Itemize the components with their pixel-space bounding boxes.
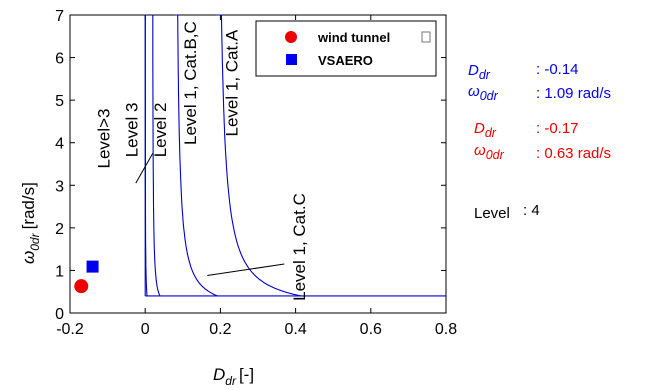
wind-damping-symbol: D bbox=[474, 120, 485, 137]
y-tick-label: 2 bbox=[55, 221, 64, 238]
x-axis-label-sub: dr bbox=[225, 374, 237, 388]
data-point-vsaero bbox=[86, 260, 99, 273]
vsaero-frequency: ω0dr bbox=[468, 83, 498, 103]
x-tick-label: 0.2 bbox=[209, 321, 231, 338]
level-label: Level 1, Cat.A bbox=[222, 29, 241, 136]
y-tick-label: 5 bbox=[55, 93, 64, 110]
level-label: Level>3 bbox=[95, 108, 114, 168]
level-label: Level 1, Cat.B,C bbox=[181, 21, 200, 145]
y-tick-label: 6 bbox=[55, 51, 64, 68]
wind-frequency-sub: 0dr bbox=[485, 148, 504, 162]
vsaero-damping: Ddr bbox=[468, 62, 490, 82]
y-axis-label-sub: 0dr bbox=[28, 232, 42, 250]
wind-frequency-symbol: ω bbox=[474, 142, 486, 159]
y-tick-label: 1 bbox=[55, 263, 64, 280]
y-tick-label: 0 bbox=[55, 306, 64, 323]
y-tick-label: 7 bbox=[55, 8, 64, 25]
level-boundaries bbox=[144, 14, 446, 297]
leader-line bbox=[207, 263, 285, 277]
vsaero-damping-sub: dr bbox=[478, 68, 490, 82]
level-label: Level 2 bbox=[151, 102, 170, 157]
vsaero-frequency-value: : 1.09 rad/s bbox=[536, 85, 612, 102]
y-axis-label-main: ω bbox=[19, 251, 38, 264]
legend-box bbox=[255, 20, 437, 77]
vsaero-damping-symbol: D bbox=[468, 62, 479, 79]
legend-label-vsaero: VSAERO bbox=[318, 53, 373, 68]
y-axis-label-unit: [rad/s] bbox=[19, 182, 38, 229]
vsaero-frequency-symbol: ω bbox=[468, 83, 480, 100]
y-axis-label: ω0dr [rad/s] bbox=[19, 182, 42, 264]
wind-frequency: ω0dr bbox=[474, 142, 504, 162]
level-label: Level 1, Cat.C bbox=[290, 193, 309, 301]
wind-damping-sub: dr bbox=[484, 126, 496, 140]
legend-marker-vsaero bbox=[286, 54, 297, 65]
legend-label-wind-tunnel: wind tunnel bbox=[317, 30, 390, 45]
data-points bbox=[74, 260, 99, 294]
level-label: Level 3 bbox=[123, 102, 142, 157]
wind-frequency-value: : 0.63 rad/s bbox=[536, 145, 612, 162]
x-tick-label: 0 bbox=[141, 321, 150, 338]
level-result-label: Level bbox=[474, 205, 510, 222]
x-axis-label: Ddr [-] bbox=[213, 365, 254, 388]
vsaero-frequency-sub: 0dr bbox=[479, 89, 498, 103]
level-result-value: : 4 bbox=[523, 202, 540, 219]
wind-damping: Ddr bbox=[474, 120, 496, 140]
x-axis-label-unit: [-] bbox=[239, 365, 254, 384]
leader-lines bbox=[135, 153, 285, 277]
x-tick-label: -0.2 bbox=[56, 321, 84, 338]
x-axis-label-main: D bbox=[213, 365, 225, 384]
legend-box-glyph bbox=[421, 31, 431, 43]
legend-marker-wind-tunnel bbox=[285, 31, 297, 43]
wind-damping-value: : -0.17 bbox=[536, 120, 579, 137]
legend: wind tunnel VSAERO bbox=[255, 20, 437, 77]
x-tick-label: 0.4 bbox=[284, 321, 306, 338]
y-tick-label: 4 bbox=[55, 136, 64, 153]
y-tick-label: 3 bbox=[55, 178, 64, 195]
level-labels: Level>3 Level 3 Level 2 Level 1, Cat.B,C Lev… bbox=[95, 21, 310, 301]
data-point-wind-tunnel bbox=[74, 279, 89, 294]
leader-line bbox=[135, 153, 154, 184]
x-tick-label: 0.8 bbox=[435, 321, 457, 338]
vsaero-damping-value: : -0.14 bbox=[536, 61, 579, 78]
y-ticks: 0 1 2 3 4 5 6 7 bbox=[55, 8, 446, 323]
x-ticks: -0.2 0 0.2 0.4 0.6 0.8 bbox=[56, 15, 457, 338]
x-tick-label: 0.6 bbox=[360, 321, 382, 338]
